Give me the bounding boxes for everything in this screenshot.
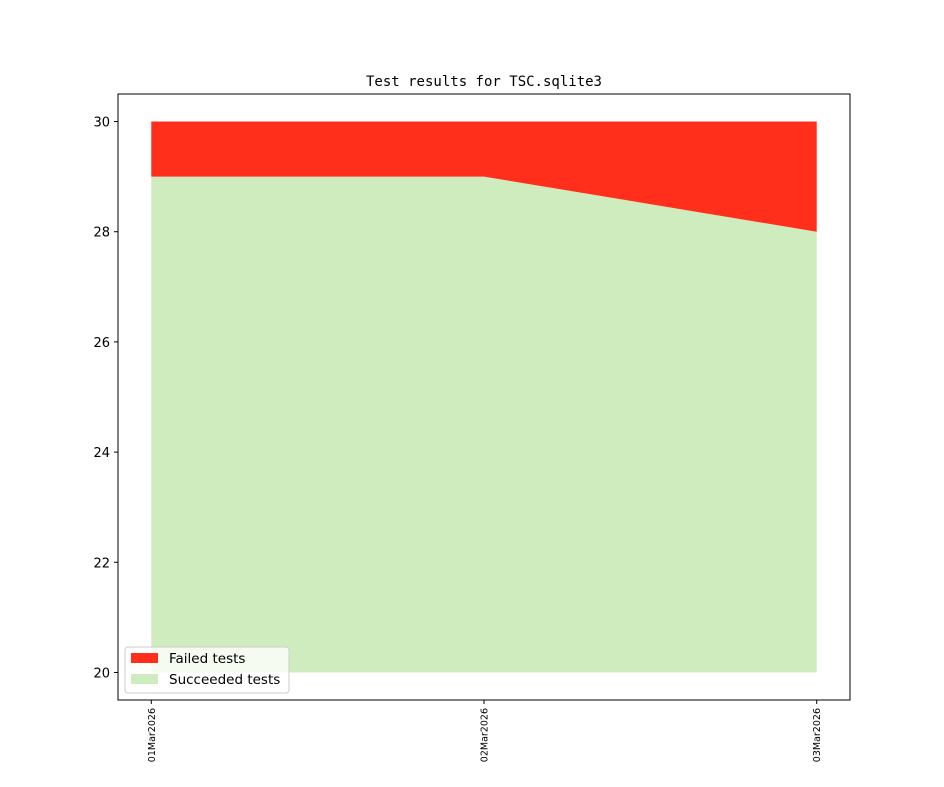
legend-swatch [131,653,158,663]
legend-swatch [131,674,158,684]
legend-box [124,646,290,694]
chart-title: Test results for TSC.sqlite3 [366,74,602,90]
legend-label: Failed tests [169,651,245,667]
legend-label: Succeeded tests [169,672,280,688]
y-tick-label: 28 [93,226,110,241]
area-failed-tests [151,121,817,232]
y-tick-label: 22 [93,556,110,571]
y-tick-label: 30 [93,116,110,131]
x-tick-label: 03Mar2026 [812,708,823,762]
area-succeeded-tests [151,176,817,673]
x-tick-label: 02Mar2026 [480,708,491,762]
y-tick-label: 26 [93,336,110,351]
legend: Failed tests Succeeded tests [124,646,290,694]
x-tick-label: 01Mar2026 [147,708,158,762]
y-tick-label: 24 [93,446,110,461]
y-tick-label: 20 [93,666,110,681]
